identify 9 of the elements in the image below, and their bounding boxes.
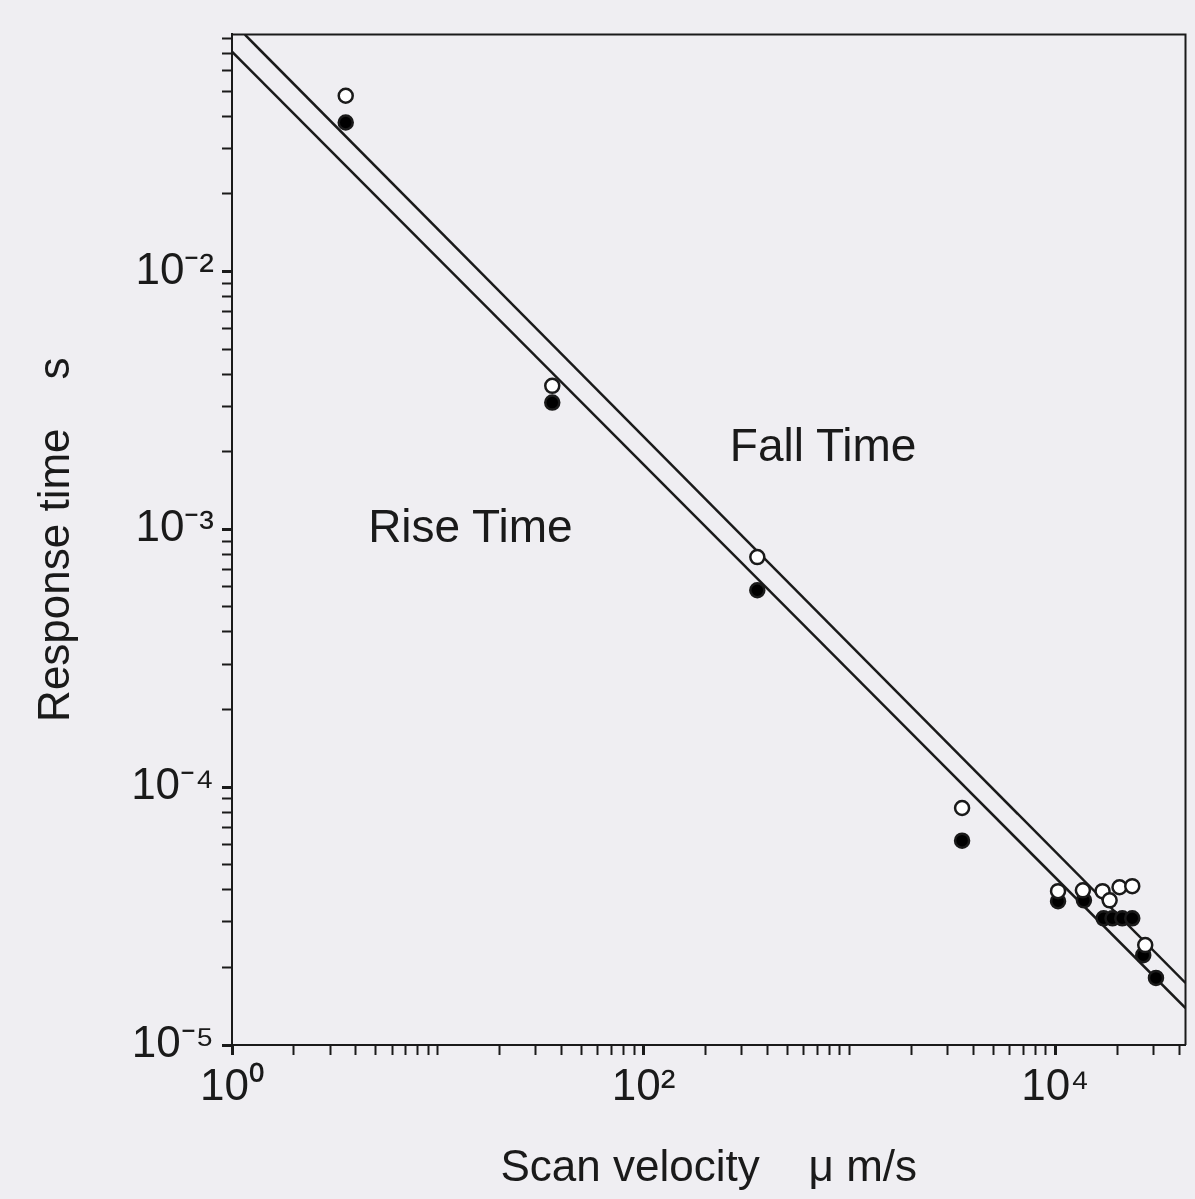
y-axis-title: Response time s [28,357,78,722]
y-tick-label: 10⁻³ [135,501,214,551]
annotation: Rise Time [368,500,573,553]
y-tick-label: 10⁻² [135,243,214,293]
x-tick-label: 10² [611,1059,676,1109]
y-tick-label: 10⁻⁴ [131,759,214,809]
x-axis-title: Scan velocity μ m/s [500,1140,918,1190]
annotation: Fall Time [729,419,917,472]
x-tick-label: 10⁴ [1021,1059,1090,1109]
